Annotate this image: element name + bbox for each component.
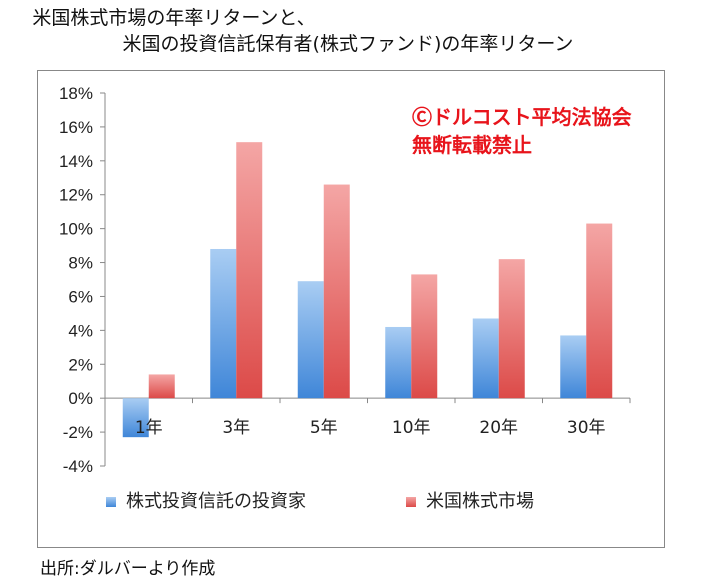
legend-swatch-series2 xyxy=(406,497,416,507)
bar-series2-2 xyxy=(236,142,263,399)
y-tick-label: 0% xyxy=(68,389,93,408)
x-category-label: 1年 xyxy=(135,418,163,438)
y-tick-label: 10% xyxy=(59,220,93,239)
bar-series1-5 xyxy=(472,318,499,399)
y-tick-label: 6% xyxy=(68,287,93,306)
x-category-label: 5年 xyxy=(310,418,338,438)
y-tick-label: 8% xyxy=(68,254,93,273)
y-tick-label: 14% xyxy=(59,152,93,171)
axes xyxy=(100,92,631,467)
x-category-label: 3年 xyxy=(222,418,250,438)
watermark-line2: 無断転載禁止 xyxy=(412,133,532,157)
tick-labels: -4% -2% 0% 2% 4% 6% 8% 10% 12% 14% 16% 18% 1年 3年 5年 10年… xyxy=(59,84,606,476)
chart-title-line2: 米国の投資信託保有者(株式ファンド)の年率リターン xyxy=(122,33,574,55)
bar-series1-4 xyxy=(385,326,412,399)
watermark-line1: Ⓒドルコスト平均法協会 xyxy=(412,105,632,129)
source-note: 出所:ダルバーより作成 xyxy=(40,559,216,579)
y-tick-label: 4% xyxy=(68,321,93,340)
y-tick-label: 12% xyxy=(59,186,93,205)
bar-series2-4 xyxy=(411,274,438,399)
bar-series1-6 xyxy=(560,335,587,399)
bar-series2-1 xyxy=(148,374,175,399)
x-category-label: 30年 xyxy=(567,418,606,438)
legend-swatch-series1 xyxy=(106,497,116,507)
legend-label-series2: 米国株式市場 xyxy=(426,491,534,512)
chart-title-line1: 米国株式市場の年率リターンと、 xyxy=(32,7,316,29)
bars xyxy=(122,142,613,438)
x-category-label: 10年 xyxy=(392,418,431,438)
y-tick-label: -4% xyxy=(63,457,93,476)
y-tick-label: 2% xyxy=(68,355,93,374)
y-tick-label: 16% xyxy=(59,118,93,137)
y-tick-label: -2% xyxy=(63,423,93,442)
legend: 株式投資信託の投資家 米国株式市場 xyxy=(106,491,534,512)
bar-series2-6 xyxy=(586,223,613,399)
bar-series1-3 xyxy=(297,281,324,399)
chart-area xyxy=(37,70,665,548)
bar-series2-3 xyxy=(323,184,350,399)
legend-label-series1: 株式投資信託の投資家 xyxy=(126,491,306,512)
x-category-label: 20年 xyxy=(479,418,518,438)
y-tick-label: 18% xyxy=(59,84,93,103)
bar-series2-5 xyxy=(498,259,525,399)
bar-series1-1 xyxy=(122,398,149,438)
bar-series1-2 xyxy=(210,248,237,399)
